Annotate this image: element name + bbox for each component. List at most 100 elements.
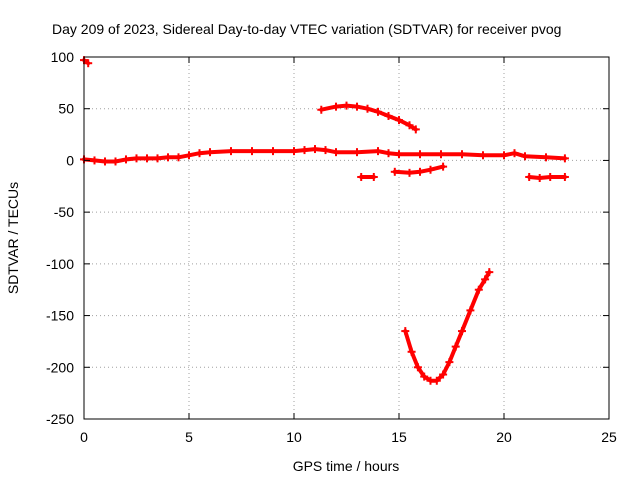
data-point-marker bbox=[369, 172, 378, 181]
data-point-marker bbox=[500, 151, 508, 160]
data-point-marker bbox=[332, 102, 340, 111]
data-point-marker bbox=[357, 172, 366, 181]
y-tick-label: -100 bbox=[46, 256, 74, 272]
data-point-marker bbox=[466, 306, 475, 315]
data-point-marker bbox=[353, 148, 361, 157]
data-point-marker bbox=[525, 172, 534, 181]
y-tick-label: -50 bbox=[54, 204, 74, 220]
series-upper-arc bbox=[317, 101, 420, 134]
data-point-marker bbox=[439, 370, 448, 379]
data-point-marker bbox=[521, 152, 529, 161]
data-point-marker bbox=[317, 105, 326, 114]
series-start-spike bbox=[80, 56, 93, 68]
data-point-marker bbox=[311, 145, 319, 154]
data-point-marker bbox=[485, 268, 494, 277]
series-main-trace bbox=[80, 145, 569, 166]
data-point-marker bbox=[185, 151, 193, 160]
data-point-marker bbox=[416, 150, 424, 159]
data-point-marker bbox=[143, 154, 151, 163]
plot-frame bbox=[83, 56, 610, 420]
data-point-marker bbox=[384, 149, 393, 158]
data-point-marker bbox=[174, 153, 183, 162]
data-point-marker bbox=[300, 146, 309, 155]
x-tick-label: 20 bbox=[496, 429, 512, 445]
data-point-marker bbox=[439, 162, 448, 171]
data-point-marker bbox=[426, 165, 435, 174]
data-point-marker bbox=[395, 116, 403, 125]
series-lower-arc bbox=[401, 268, 494, 385]
data-point-marker bbox=[227, 147, 235, 156]
data-point-marker bbox=[405, 121, 414, 130]
x-tick-label: 0 bbox=[80, 429, 88, 445]
data-point-marker bbox=[395, 150, 403, 159]
data-point-marker bbox=[481, 275, 490, 284]
y-tick-label: 50 bbox=[58, 101, 74, 117]
data-point-marker bbox=[432, 376, 441, 385]
y-tick-label: -200 bbox=[46, 359, 74, 375]
data-point-marker bbox=[542, 153, 550, 162]
data-point-marker bbox=[363, 104, 372, 113]
data-point-marker bbox=[101, 157, 109, 166]
data-point-marker bbox=[413, 363, 422, 372]
y-tick-label: 0 bbox=[66, 152, 74, 168]
data-point-marker bbox=[195, 149, 204, 158]
series-line bbox=[527, 175, 567, 180]
data-point-marker bbox=[374, 147, 382, 156]
chart-title: Day 209 of 2023, Sidereal Day-to-day VTE… bbox=[52, 21, 561, 37]
data-point-marker bbox=[458, 327, 466, 336]
y-tick-label: -150 bbox=[46, 308, 74, 324]
series-line bbox=[82, 147, 567, 164]
grid-layer bbox=[84, 57, 609, 419]
data-point-marker bbox=[535, 174, 544, 183]
data-point-marker bbox=[405, 168, 414, 177]
series-line bbox=[319, 103, 418, 132]
data-point-marker bbox=[384, 111, 393, 120]
data-point-marker bbox=[374, 107, 382, 116]
data-point-marker bbox=[458, 150, 466, 159]
series-segment-c bbox=[525, 172, 569, 183]
y-axis-label: SDTVAR / TECUs bbox=[5, 182, 21, 294]
data-point-marker bbox=[248, 147, 256, 156]
data-point-marker bbox=[206, 148, 214, 157]
series-segment-b bbox=[390, 162, 448, 177]
y-tick-label: 100 bbox=[51, 49, 75, 65]
data-point-marker bbox=[342, 101, 351, 110]
x-tick-label: 5 bbox=[185, 429, 193, 445]
data-point-marker bbox=[84, 59, 93, 68]
data-point-marker bbox=[437, 150, 445, 159]
data-point-marker bbox=[560, 172, 569, 181]
x-tick-label: 10 bbox=[286, 429, 302, 445]
data-point-marker bbox=[164, 153, 172, 162]
data-point-marker bbox=[390, 167, 399, 176]
data-point-marker bbox=[451, 342, 460, 351]
data-point-marker bbox=[401, 327, 410, 336]
data-point-marker bbox=[132, 154, 141, 163]
data-point-marker bbox=[411, 125, 420, 134]
data-point-marker bbox=[445, 358, 454, 367]
data-point-marker bbox=[332, 148, 340, 157]
data-point-marker bbox=[290, 147, 298, 156]
data-point-marker bbox=[353, 102, 361, 111]
data-point-marker bbox=[122, 155, 130, 164]
data-point-marker bbox=[407, 347, 416, 356]
series-segment-a bbox=[357, 172, 378, 181]
data-point-marker bbox=[153, 154, 162, 163]
data-point-marker bbox=[479, 151, 487, 160]
x-tick-label: 25 bbox=[601, 429, 617, 445]
data-point-marker bbox=[111, 157, 120, 166]
x-tick-label: 15 bbox=[391, 429, 407, 445]
series-layer bbox=[80, 56, 569, 385]
data-point-marker bbox=[546, 172, 555, 181]
ticks-layer: 0 5 10 15 20 25 100 50 0 -50 -100 -150 -200 -250 bbox=[46, 49, 617, 445]
data-point-marker bbox=[269, 147, 277, 156]
data-point-marker bbox=[420, 372, 429, 381]
data-point-marker bbox=[510, 149, 519, 158]
series-line bbox=[403, 270, 492, 383]
data-point-marker bbox=[321, 146, 330, 155]
data-point-marker bbox=[90, 156, 99, 165]
data-point-marker bbox=[560, 154, 569, 163]
data-point-marker bbox=[474, 285, 483, 294]
data-point-marker bbox=[416, 167, 424, 176]
x-axis-label: GPS time / hours bbox=[293, 458, 400, 474]
